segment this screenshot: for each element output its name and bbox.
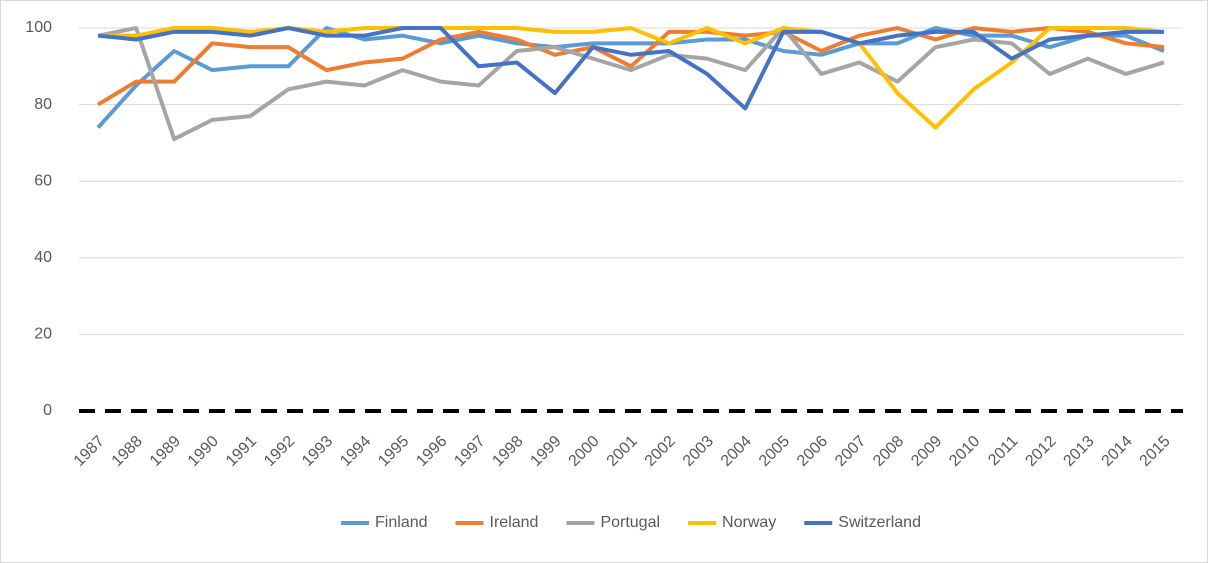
y-tick-label: 100	[25, 19, 52, 36]
legend: Finland Ireland Portugal Norway Switzerland	[341, 514, 921, 531]
legend-label: Finland	[375, 514, 427, 531]
legend-label: Portugal	[600, 514, 660, 531]
series-line	[97, 26, 1165, 107]
legend-label: Ireland	[490, 514, 539, 531]
y-tick-label: 80	[34, 96, 52, 113]
y-tick-label: 20	[34, 326, 52, 343]
legend-label: Switzerland	[838, 514, 921, 531]
y-tick-label: 60	[34, 172, 52, 189]
legend-label: Norway	[722, 514, 776, 531]
y-tick-label: 40	[34, 249, 52, 266]
series-line	[96, 26, 1165, 129]
y-tick-label: 0	[43, 402, 52, 419]
series-line	[97, 26, 1164, 111]
